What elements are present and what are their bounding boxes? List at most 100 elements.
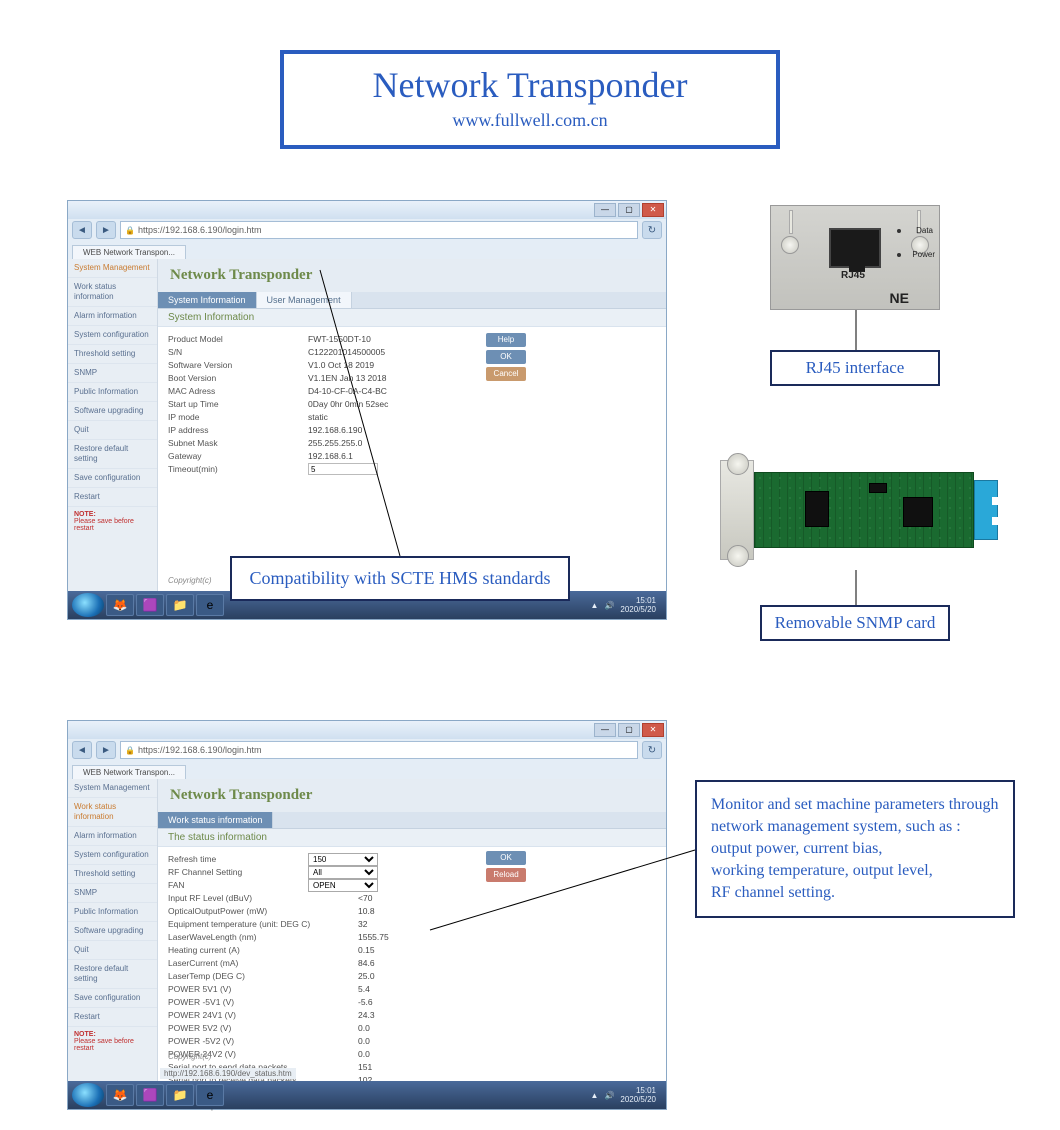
taskbar-icon-explorer[interactable]: 📁 <box>166 594 194 616</box>
info-value: D4-10-CF-0A-C4-BC <box>308 385 387 398</box>
subtab-user-management[interactable]: User Management <box>257 292 352 308</box>
back-button[interactable]: ◄ <box>72 221 92 239</box>
info-label: LaserWaveLength (nm) <box>168 931 358 944</box>
sidebar-item[interactable]: Restore default setting <box>68 960 157 989</box>
forward-button[interactable]: ► <box>96 741 116 759</box>
sidebar-item[interactable]: Save configuration <box>68 989 157 1008</box>
info-value: 0Day 0hr 0min 52sec <box>308 398 388 411</box>
info-label: RF Channel Setting <box>168 866 308 879</box>
sidebar-item[interactable]: Threshold setting <box>68 345 157 364</box>
reload-button[interactable]: Reload <box>486 868 526 882</box>
page-main: Network Transponder Work status informat… <box>158 779 666 1081</box>
section-title: The status information <box>158 829 666 847</box>
browser-tabs: WEB Network Transpon... <box>68 241 666 259</box>
address-text: https://192.168.6.190/login.htm <box>138 745 262 755</box>
taskbar-icon-app[interactable]: 🟪 <box>136 594 164 616</box>
power-label: Power <box>912 250 935 259</box>
led-icon <box>897 229 901 233</box>
sidebar: System ManagementWork status information… <box>68 259 158 591</box>
sidebar-item[interactable]: Public Information <box>68 903 157 922</box>
edge-connector <box>974 480 998 540</box>
info-label: Boot Version <box>168 372 308 385</box>
cancel-button[interactable]: Cancel <box>486 367 526 381</box>
window-maximize-button[interactable]: ▢ <box>618 723 640 737</box>
refresh-time-select[interactable]: 150 <box>308 853 378 866</box>
info-label: IP address <box>168 424 308 437</box>
address-text: https://192.168.6.190/login.htm <box>138 225 262 235</box>
sidebar-item[interactable]: System configuration <box>68 846 157 865</box>
address-bar[interactable]: 🔒 https://192.168.6.190/login.htm <box>120 741 638 759</box>
sidebar-item[interactable]: Public Information <box>68 383 157 402</box>
info-row: FANOPEN <box>168 879 656 892</box>
info-row: RF Channel SettingAll <box>168 866 656 879</box>
subtab-system-information[interactable]: System Information <box>158 292 257 308</box>
refresh-button[interactable]: ↻ <box>642 221 662 239</box>
info-row: IP address192.168.6.190 <box>168 424 656 437</box>
taskbar-icon-firefox[interactable]: 🦊 <box>106 594 134 616</box>
tray-icon: ▲ <box>591 601 599 610</box>
window-close-button[interactable]: ✕ <box>642 203 664 217</box>
info-label: POWER -5V1 (V) <box>168 996 358 1009</box>
info-value: C122201014500005 <box>308 346 385 359</box>
sidebar-item[interactable]: Software upgrading <box>68 402 157 421</box>
sidebar-item[interactable]: System Management <box>68 259 157 278</box>
sidebar-item[interactable]: Work status information <box>68 278 157 307</box>
taskbar-icon-app[interactable]: 🟪 <box>136 1084 164 1106</box>
sidebar-item[interactable]: Alarm information <box>68 307 157 326</box>
window-close-button[interactable]: ✕ <box>642 723 664 737</box>
fan-select[interactable]: OPEN <box>308 879 378 892</box>
sidebar-item[interactable]: SNMP <box>68 364 157 383</box>
forward-button[interactable]: ► <box>96 221 116 239</box>
help-button[interactable]: Help <box>486 333 526 347</box>
sidebar-item[interactable]: Save configuration <box>68 469 157 488</box>
window-minimize-button[interactable]: — <box>594 723 616 737</box>
info-label: MAC Adress <box>168 385 308 398</box>
browser-tabs: WEB Network Transpon... <box>68 761 666 779</box>
info-label: Product Model <box>168 333 308 346</box>
info-row: LaserWaveLength (nm)1555.75 <box>168 931 656 944</box>
sidebar-item[interactable]: Work status information <box>68 798 157 827</box>
sidebar-item[interactable]: Restore default setting <box>68 440 157 469</box>
sidebar-item[interactable]: Software upgrading <box>68 922 157 941</box>
ok-button[interactable]: OK <box>486 851 526 865</box>
browser-tab[interactable]: WEB Network Transpon... <box>72 765 186 779</box>
sidebar-item[interactable]: Quit <box>68 941 157 960</box>
browser-tab[interactable]: WEB Network Transpon... <box>72 245 186 259</box>
info-label: POWER -5V2 (V) <box>168 1035 358 1048</box>
section-title: System Information <box>158 309 666 327</box>
sidebar-item[interactable]: Quit <box>68 421 157 440</box>
sidebar-item[interactable]: Restart <box>68 1008 157 1027</box>
window-minimize-button[interactable]: — <box>594 203 616 217</box>
info-row: POWER 5V2 (V)0.0 <box>168 1022 656 1035</box>
sidebar-item[interactable]: SNMP <box>68 884 157 903</box>
chip-icon <box>869 483 887 493</box>
rj45-interface-image: Data Power RJ45 NE <box>770 205 940 310</box>
timeout-input[interactable] <box>308 463 378 475</box>
ok-button[interactable]: OK <box>486 350 526 364</box>
sidebar-item[interactable]: Threshold setting <box>68 865 157 884</box>
address-bar[interactable]: 🔒 https://192.168.6.190/login.htm <box>120 221 638 239</box>
taskbar-icon-firefox[interactable]: 🦊 <box>106 1084 134 1106</box>
subtab-work-status[interactable]: Work status information <box>158 812 273 828</box>
info-row: LaserCurrent (mA)84.6 <box>168 957 656 970</box>
taskbar-icon-ie[interactable]: e <box>196 1084 224 1106</box>
sidebar-item[interactable]: Restart <box>68 488 157 507</box>
clock-date: 2020/5/20 <box>620 605 656 614</box>
rf-channel-select[interactable]: All <box>308 866 378 879</box>
sidebar-item[interactable]: System Management <box>68 779 157 798</box>
page-header: Network Transponder <box>158 779 666 812</box>
taskbar-icon-explorer[interactable]: 📁 <box>166 1084 194 1106</box>
info-row: LaserTemp (DEG C)25.0 <box>168 970 656 983</box>
window-maximize-button[interactable]: ▢ <box>618 203 640 217</box>
sidebar-item[interactable]: Alarm information <box>68 827 157 846</box>
taskbar-icon-ie[interactable]: e <box>196 594 224 616</box>
info-row: POWER -5V2 (V)0.0 <box>168 1035 656 1048</box>
window-titlebar: — ▢ ✕ <box>68 201 666 219</box>
start-button[interactable] <box>72 1083 104 1107</box>
start-button[interactable] <box>72 593 104 617</box>
info-row: S/NC122201014500005 <box>168 346 656 359</box>
back-button[interactable]: ◄ <box>72 741 92 759</box>
copyright-text: Copyright(c) <box>168 576 212 585</box>
sidebar-item[interactable]: System configuration <box>68 326 157 345</box>
refresh-button[interactable]: ↻ <box>642 741 662 759</box>
